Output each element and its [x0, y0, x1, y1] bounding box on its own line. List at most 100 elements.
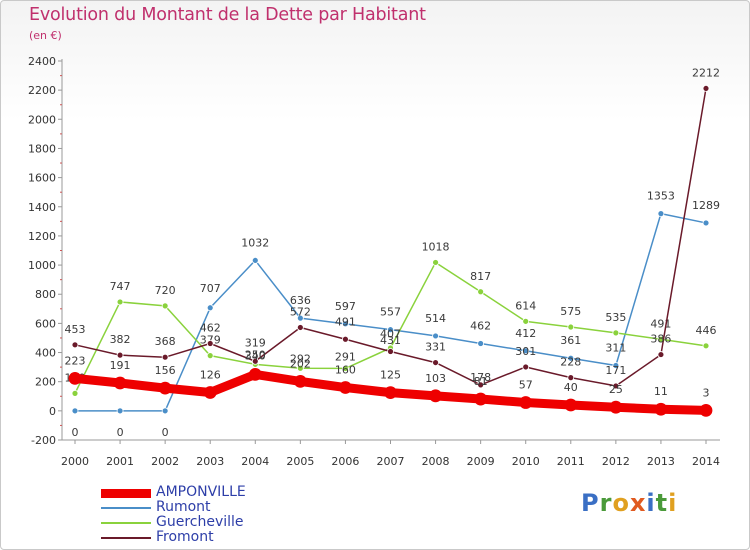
y-tick-label: -200 [31, 434, 56, 447]
logo-letter: r [599, 489, 613, 517]
data-point-rumont [116, 407, 124, 415]
data-label-amponville: 223 [65, 354, 86, 367]
data-label-guercheville: 614 [515, 299, 536, 312]
data-point-amponville [339, 381, 352, 394]
y-tick-label: 2400 [28, 55, 56, 68]
data-point-rumont [522, 347, 530, 355]
data-point-fromont [116, 351, 124, 359]
data-point-fromont [612, 382, 620, 390]
data-label-amponville: 156 [155, 364, 176, 377]
data-label-amponville: 40 [564, 381, 578, 394]
logo-letter: x [629, 489, 647, 517]
data-label-amponville: 57 [519, 379, 533, 392]
y-tick-label: 0 [49, 405, 56, 418]
y-tick-label: 1400 [28, 201, 56, 214]
x-tick-label: 2013 [647, 455, 675, 468]
y-tick-label: 1000 [28, 259, 56, 272]
data-label-guercheville: 491 [650, 317, 671, 330]
data-label-fromont: 386 [650, 333, 671, 346]
logo-letter: P [581, 489, 600, 517]
data-label-guercheville: 291 [335, 350, 356, 363]
data-point-amponville [519, 396, 533, 409]
data-point-amponville [564, 398, 578, 412]
data-label-guercheville: 1018 [422, 240, 450, 253]
data-point-amponville [384, 386, 397, 400]
data-point-rumont [702, 219, 710, 227]
data-point-rumont [657, 210, 665, 218]
data-label-fromont: 382 [110, 333, 131, 346]
logo-letter: t [655, 489, 669, 517]
y-tick-label: 1600 [28, 172, 56, 185]
data-point-guercheville [432, 259, 439, 266]
data-label-fromont: 178 [470, 371, 491, 384]
data-label-guercheville: 720 [155, 284, 176, 297]
x-tick-label: 2001 [106, 455, 134, 468]
y-tick-label: 400 [35, 347, 56, 360]
data-point-rumont [251, 257, 259, 264]
data-point-guercheville [296, 364, 304, 372]
x-tick-label: 2002 [151, 455, 179, 468]
data-label-rumont: 311 [605, 342, 626, 355]
x-tick-label: 2014 [692, 455, 720, 468]
data-point-amponville [699, 404, 713, 417]
x-tick-label: 2000 [61, 455, 89, 468]
data-label-guercheville: 535 [605, 311, 626, 324]
data-label-amponville: 103 [425, 372, 446, 385]
x-tick-label: 2004 [241, 455, 269, 468]
data-point-fromont [522, 363, 530, 371]
data-label-fromont: 301 [515, 345, 536, 358]
data-point-amponville [429, 389, 442, 403]
data-point-guercheville [612, 329, 620, 337]
data-label-rumont: 0 [117, 426, 124, 439]
data-label-amponville: 250 [245, 348, 266, 361]
data-point-rumont [387, 326, 394, 334]
data-label-rumont: 1032 [241, 236, 269, 249]
data-point-fromont [657, 351, 665, 358]
x-tick-label: 2003 [196, 455, 224, 468]
data-label-rumont: 462 [470, 320, 491, 333]
x-tick-label: 2012 [602, 455, 630, 468]
data-label-guercheville: 446 [696, 324, 717, 337]
data-point-amponville [474, 392, 488, 406]
data-label-guercheville: 747 [110, 280, 131, 293]
y-tick-label: 1200 [28, 230, 56, 243]
data-point-fromont [251, 357, 259, 365]
data-point-rumont [567, 354, 575, 362]
data-label-rumont: 557 [380, 306, 401, 319]
data-label-amponville: 3 [703, 386, 710, 399]
data-point-fromont [702, 85, 710, 92]
data-label-rumont: 707 [200, 282, 221, 295]
data-label-guercheville: 292 [290, 352, 311, 365]
data-label-fromont: 171 [605, 364, 626, 377]
y-tick-label: 2000 [28, 113, 56, 126]
chart-subtitle: (en €) [29, 29, 62, 42]
data-point-guercheville [702, 342, 710, 350]
data-point-rumont [296, 314, 304, 322]
data-label-rumont: 1353 [647, 190, 675, 203]
data-label-fromont: 407 [380, 328, 401, 341]
legend-label-amponville: AMPONVILLE [156, 484, 246, 500]
data-point-amponville [203, 386, 217, 399]
y-tick-label: 2200 [28, 84, 56, 97]
data-label-fromont: 340 [245, 349, 266, 362]
data-label-amponville: 160 [335, 364, 356, 377]
data-point-fromont [387, 348, 394, 355]
y-tick-label: 800 [35, 288, 56, 301]
data-point-fromont [161, 353, 169, 361]
data-label-rumont: 1289 [692, 199, 720, 212]
data-label-guercheville: 319 [245, 336, 266, 349]
data-point-rumont [477, 340, 485, 347]
data-label-amponville: 81 [474, 375, 488, 388]
data-label-amponville: 125 [380, 369, 401, 382]
data-point-guercheville [522, 317, 530, 325]
x-tick-label: 2007 [377, 455, 405, 468]
data-label-fromont: 491 [335, 315, 356, 328]
data-label-fromont: 368 [155, 335, 176, 348]
data-label-amponville: 11 [654, 385, 668, 398]
legend-swatch-guercheville [101, 522, 151, 524]
legend-swatch-rumont [101, 507, 151, 509]
chart-title: Evolution du Montant de la Dette par Hab… [29, 5, 426, 25]
y-tick-label: 1800 [28, 142, 56, 155]
legend-label-fromont: Fromont [156, 529, 214, 545]
